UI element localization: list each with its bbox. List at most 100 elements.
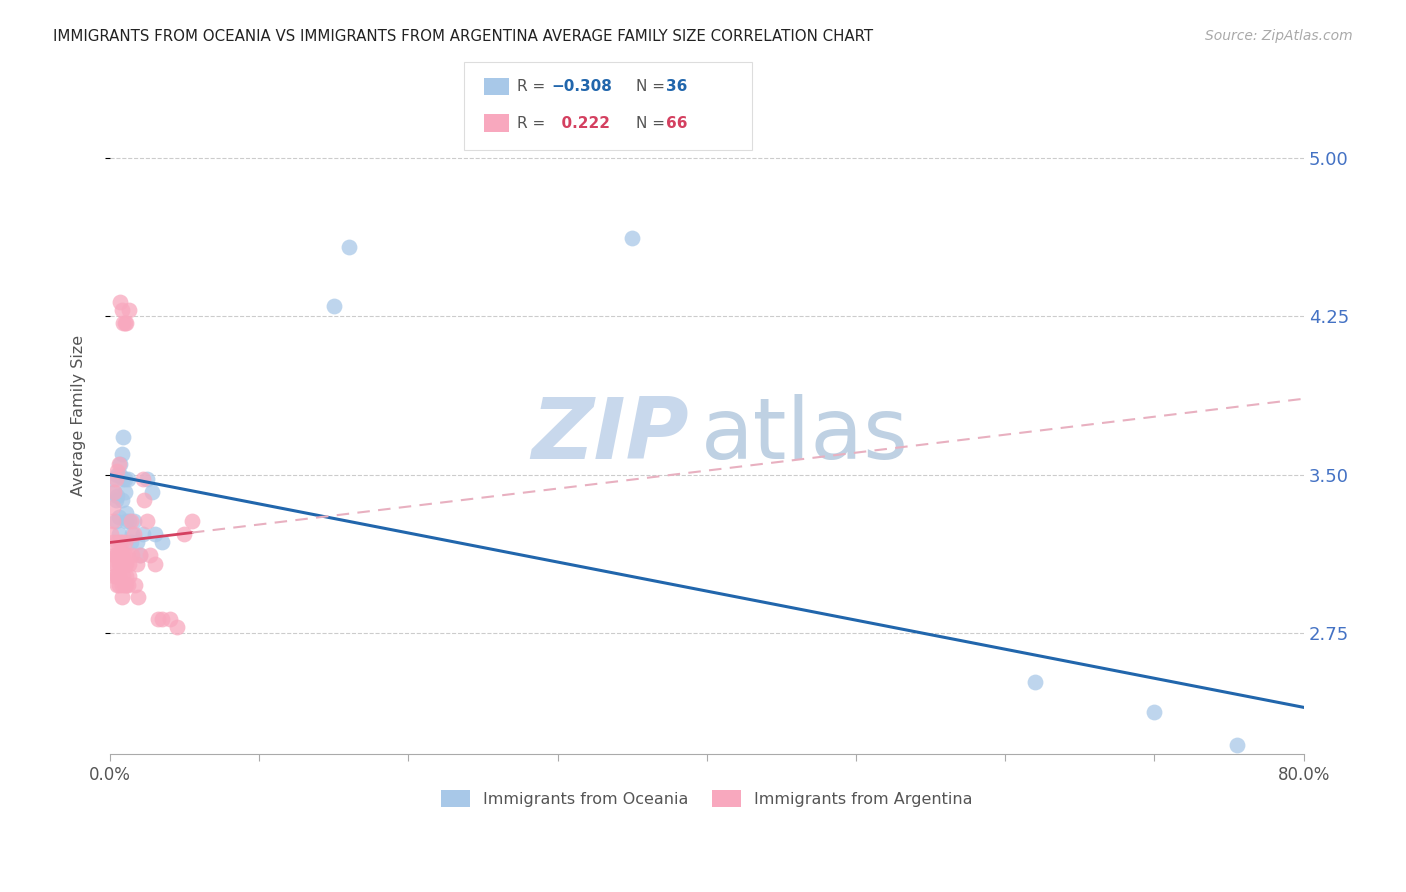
- Point: [159, 611, 181, 625]
- Point: [114, 472, 136, 486]
- Point: [105, 464, 128, 478]
- Point: [131, 527, 153, 541]
- Point: [112, 316, 135, 330]
- Text: −0.308: −0.308: [551, 79, 612, 94]
- Point: [124, 578, 146, 592]
- Point: [107, 527, 129, 541]
- Point: [111, 535, 134, 549]
- Point: [100, 527, 122, 541]
- Point: [104, 514, 127, 528]
- Point: [115, 578, 138, 592]
- Point: [103, 548, 125, 562]
- Point: [105, 535, 128, 549]
- Point: [112, 557, 135, 571]
- Point: [103, 569, 125, 583]
- Point: [115, 514, 138, 528]
- Point: [107, 569, 129, 583]
- Legend: Immigrants from Oceania, Immigrants from Argentina: Immigrants from Oceania, Immigrants from…: [434, 783, 979, 814]
- Point: [104, 569, 127, 583]
- Point: [114, 548, 136, 562]
- Point: [107, 548, 129, 562]
- Point: [128, 548, 150, 562]
- Point: [173, 527, 195, 541]
- Point: [143, 527, 166, 541]
- Point: [103, 484, 125, 499]
- Point: [1024, 675, 1046, 690]
- Text: N =: N =: [636, 116, 669, 130]
- Point: [114, 578, 136, 592]
- Text: 0.222: 0.222: [551, 116, 610, 130]
- Point: [111, 493, 134, 508]
- Text: N =: N =: [636, 79, 669, 94]
- Point: [121, 527, 143, 541]
- Point: [127, 591, 149, 605]
- Point: [146, 611, 169, 625]
- Point: [115, 316, 138, 330]
- Point: [101, 472, 124, 486]
- Point: [1143, 705, 1166, 719]
- Text: R =: R =: [517, 79, 551, 94]
- Point: [111, 302, 134, 317]
- Text: 66: 66: [666, 116, 688, 130]
- Point: [101, 535, 124, 549]
- Point: [110, 457, 132, 471]
- Point: [112, 569, 135, 583]
- Point: [118, 514, 141, 528]
- Point: [104, 472, 127, 486]
- Text: IMMIGRANTS FROM OCEANIA VS IMMIGRANTS FROM ARGENTINA AVERAGE FAMILY SIZE CORRELA: IMMIGRANTS FROM OCEANIA VS IMMIGRANTS FR…: [53, 29, 873, 44]
- Point: [105, 489, 128, 503]
- Point: [104, 557, 127, 571]
- Point: [112, 430, 135, 444]
- Point: [131, 472, 153, 486]
- Point: [118, 569, 141, 583]
- Point: [110, 557, 132, 571]
- Point: [122, 514, 145, 528]
- Point: [114, 557, 136, 571]
- Point: [120, 535, 142, 549]
- Text: atlas: atlas: [700, 394, 908, 477]
- Point: [143, 557, 166, 571]
- Point: [121, 548, 143, 562]
- Point: [136, 472, 159, 486]
- Point: [114, 484, 136, 499]
- Point: [114, 535, 136, 549]
- Point: [166, 620, 188, 634]
- Point: [110, 467, 132, 482]
- Point: [120, 514, 142, 528]
- Y-axis label: Average Family Size: Average Family Size: [72, 335, 86, 496]
- Point: [105, 467, 128, 482]
- Point: [118, 302, 141, 317]
- Point: [181, 514, 204, 528]
- Point: [105, 569, 128, 583]
- Point: [107, 557, 129, 571]
- Text: R =: R =: [517, 116, 551, 130]
- Text: ZIP: ZIP: [531, 394, 689, 477]
- Point: [117, 548, 139, 562]
- Text: Source: ZipAtlas.com: Source: ZipAtlas.com: [1205, 29, 1353, 43]
- Point: [128, 548, 150, 562]
- Point: [139, 548, 162, 562]
- Point: [136, 514, 159, 528]
- Point: [150, 535, 173, 549]
- Point: [1225, 739, 1247, 753]
- Point: [103, 484, 125, 499]
- Point: [117, 578, 139, 592]
- Point: [104, 493, 127, 508]
- Point: [134, 493, 156, 508]
- Point: [118, 557, 141, 571]
- Point: [125, 535, 148, 549]
- Text: 36: 36: [666, 79, 688, 94]
- Point: [111, 578, 134, 592]
- Point: [125, 557, 148, 571]
- Point: [122, 527, 145, 541]
- Point: [150, 611, 173, 625]
- Point: [115, 557, 138, 571]
- Point: [107, 457, 129, 471]
- Point: [115, 569, 138, 583]
- Point: [107, 578, 129, 592]
- Point: [115, 506, 138, 520]
- Point: [101, 514, 124, 528]
- Point: [114, 316, 136, 330]
- Point: [112, 472, 135, 486]
- Point: [141, 484, 163, 499]
